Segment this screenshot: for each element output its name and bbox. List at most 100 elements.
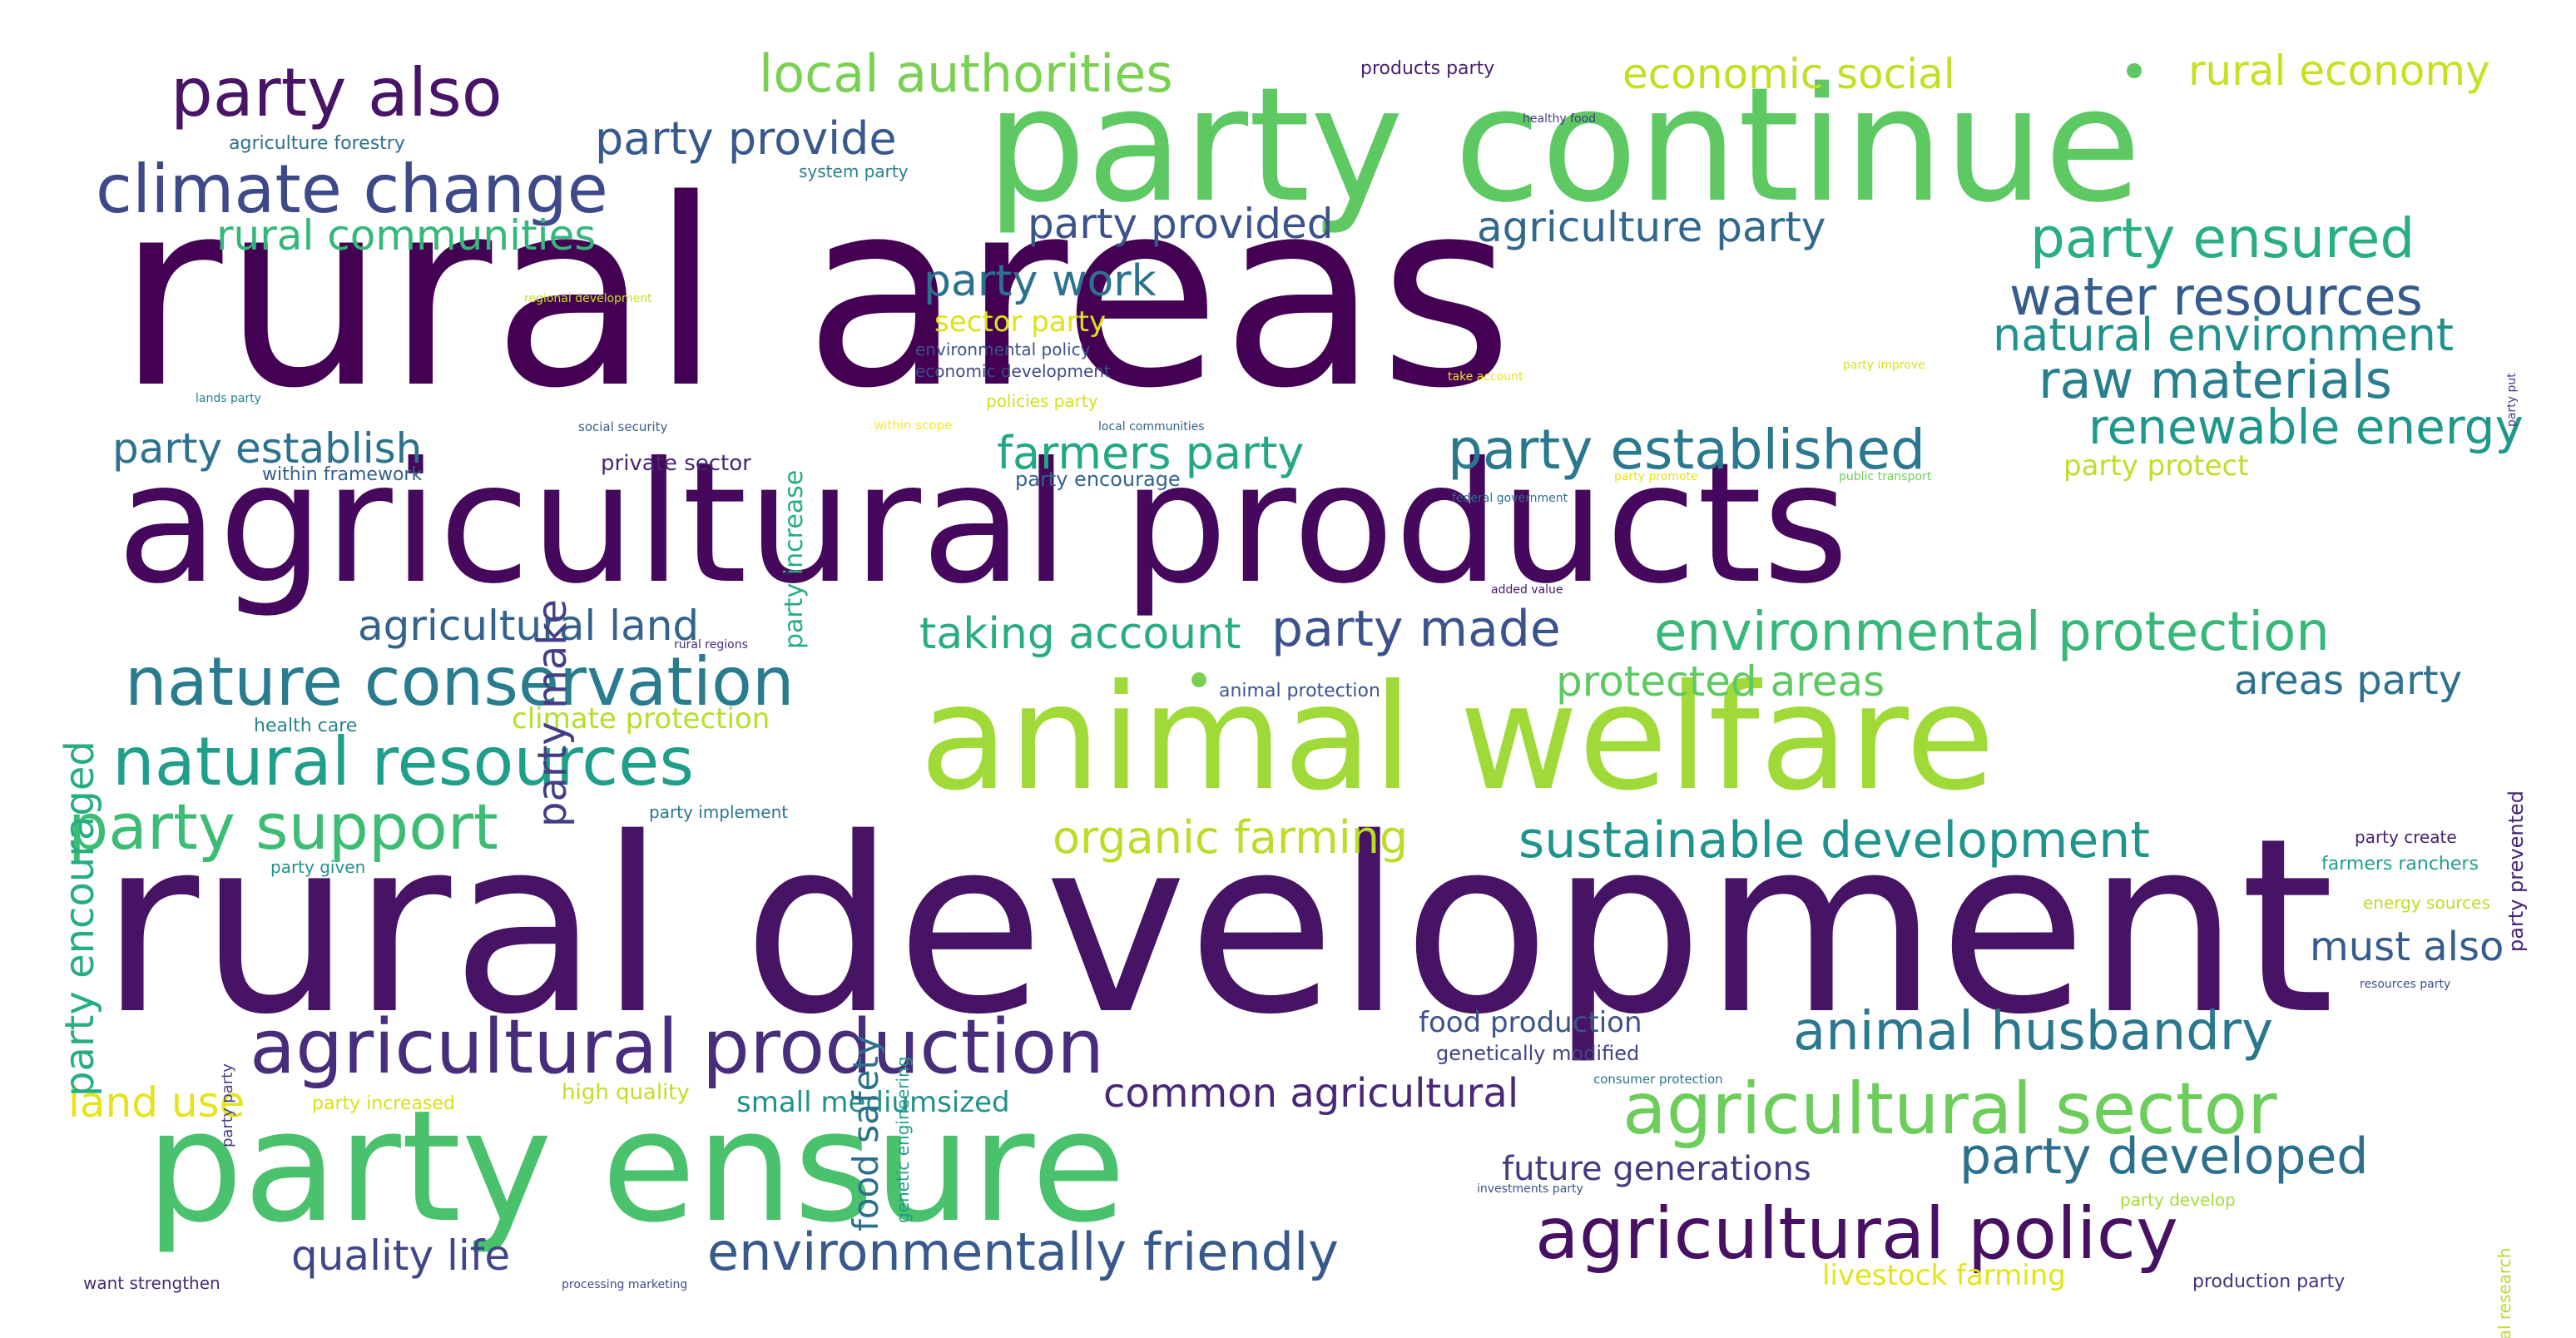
cloud-word: farmers ranchers (2321, 854, 2479, 875)
cloud-word: agricultural research (2494, 1247, 2514, 1338)
cloud-word: animal husbandry (1793, 1001, 2273, 1063)
cloud-word: party create (2355, 827, 2457, 847)
cloud-word: agricultural products (116, 427, 1850, 621)
cloud-word: want strengthen (83, 1273, 220, 1293)
cloud-word: natural environment (1993, 309, 2455, 361)
cloud-word: party implement (649, 802, 789, 822)
cloud-word: policies party (986, 391, 1098, 411)
cloud-word: small mediumsized (736, 1086, 1010, 1119)
cloud-word: energy sources (2363, 893, 2490, 913)
cloud-word: added value (1491, 583, 1563, 597)
cloud-word: rural areas (116, 145, 1513, 445)
cloud-word: healthy food (1523, 112, 1596, 126)
cloud-word: party prevented (2504, 790, 2528, 952)
cloud-word: investments party (1477, 1182, 1583, 1196)
cloud-word: food production (1419, 1006, 1642, 1039)
cloud-word: natural resources (112, 723, 695, 800)
cloud-word: party established (1448, 418, 1925, 482)
cloud-word: rural communities (216, 211, 597, 260)
cloud-word: party ensured (2030, 206, 2415, 270)
cloud-word: party encourage (1015, 468, 1181, 491)
cloud-word: party made (1271, 600, 1561, 658)
cloud-word: party promote (1614, 470, 1698, 483)
cloud-word: party provided (1028, 200, 1334, 248)
cloud-word: climate protection (512, 702, 770, 736)
cloud-word: animal welfare (919, 654, 1995, 823)
cloud-word: areas party (2234, 657, 2463, 704)
cloud-word: party protect (2063, 449, 2249, 483)
cloud-word: party establish (112, 424, 423, 473)
cloud-word: nature conservation (125, 643, 795, 721)
cloud-word: federal government (1452, 492, 1568, 505)
cloud-word: sector party (934, 305, 1107, 339)
cloud-word: animal protection (1219, 681, 1380, 701)
cloud-word: taking account (919, 609, 1241, 659)
cloud-word: regional development (524, 292, 652, 305)
cloud-word: rural economy (2188, 47, 2490, 95)
cloud-word: agriculture party (1477, 203, 1826, 251)
cloud-word: private sector (601, 451, 751, 476)
cloud-word: food safety (845, 1035, 886, 1231)
cloud-word: party put (2505, 373, 2519, 427)
cloud-word: take account (1448, 370, 1523, 384)
cloud-word: sustainable development (1518, 811, 2150, 870)
cloud-word: party provide (595, 112, 897, 165)
cloud-word: livestock farming (1822, 1259, 2066, 1292)
cloud-word: agricultural land (358, 602, 700, 650)
cloud-word: party support (68, 790, 498, 864)
cloud-word: common agricultural (1103, 1070, 1519, 1117)
cloud-word: must also (2310, 924, 2504, 970)
cloud-word: farmers party (997, 427, 1305, 479)
cloud-word: genetically modified (1436, 1042, 1640, 1065)
cloud-word: public transport (1839, 470, 1932, 483)
cloud-word: environmental protection (1654, 602, 2330, 663)
cloud-word: rural regions (674, 638, 748, 652)
cloud-word: production party (2192, 1271, 2346, 1292)
cloud-word: party party (219, 1063, 236, 1147)
cloud-word: agricultural production (250, 1004, 1105, 1091)
cloud-word: party develop (2120, 1190, 2236, 1210)
cloud-word: future generations (1502, 1150, 1811, 1188)
cloud-word: local communities (1098, 420, 1205, 434)
cloud-word: lands party (196, 392, 261, 405)
cloud-word: genetic engineering (893, 1056, 913, 1223)
cloud-word: party make (529, 599, 576, 827)
cloud-word: environmental policy (915, 339, 1091, 359)
cloud-word: processing marketing (562, 1278, 688, 1291)
cloud-word: economic social (1622, 50, 1955, 98)
cloud-word: health care (254, 716, 358, 736)
cloud-word: resources party (2360, 978, 2451, 991)
cloud-word: protected areas (1556, 657, 1885, 706)
cloud-word: party encouraged (57, 741, 103, 1097)
cloud-word: water resources (2009, 266, 2423, 327)
cloud-word: agriculture forestry (229, 133, 405, 154)
cloud-word: local authorities (759, 43, 1173, 104)
cloud-word: products party (1360, 58, 1495, 79)
cloud-word: party work (924, 256, 1157, 306)
cloud-word: social security (578, 419, 668, 434)
cloud-word: within scope (874, 418, 953, 433)
cloud-word: land use (68, 1078, 245, 1127)
cloud-word: party increase (780, 469, 809, 649)
cloud-word: high quality (562, 1080, 690, 1105)
cloud-word: agricultural sector (1622, 1068, 2277, 1151)
cloud-word: party continue (986, 53, 2142, 237)
cloud-word: party given (270, 857, 366, 877)
cloud-word: renewable energy (2088, 399, 2524, 455)
cloud-word: agricultural policy (1535, 1192, 2178, 1276)
cloud-word: party ensure (146, 1077, 1127, 1256)
cloud-word: party also (171, 54, 503, 131)
cloud-word: raw materials (2039, 349, 2392, 410)
cloud-word: party improve (1843, 359, 1925, 372)
decorative-dot (1191, 672, 1206, 687)
cloud-word: party developed (1959, 1127, 2369, 1186)
cloud-word: quality life (291, 1231, 511, 1280)
cloud-word: organic farming (1053, 811, 1409, 864)
cloud-word: rural development (100, 787, 2335, 1068)
cloud-word: consumer protection (1593, 1072, 1723, 1087)
decorative-dot (2127, 63, 2142, 78)
cloud-word: environmentally friendly (707, 1222, 1339, 1282)
cloud-word: within framework (262, 464, 423, 485)
cloud-word: party increased (312, 1093, 455, 1114)
